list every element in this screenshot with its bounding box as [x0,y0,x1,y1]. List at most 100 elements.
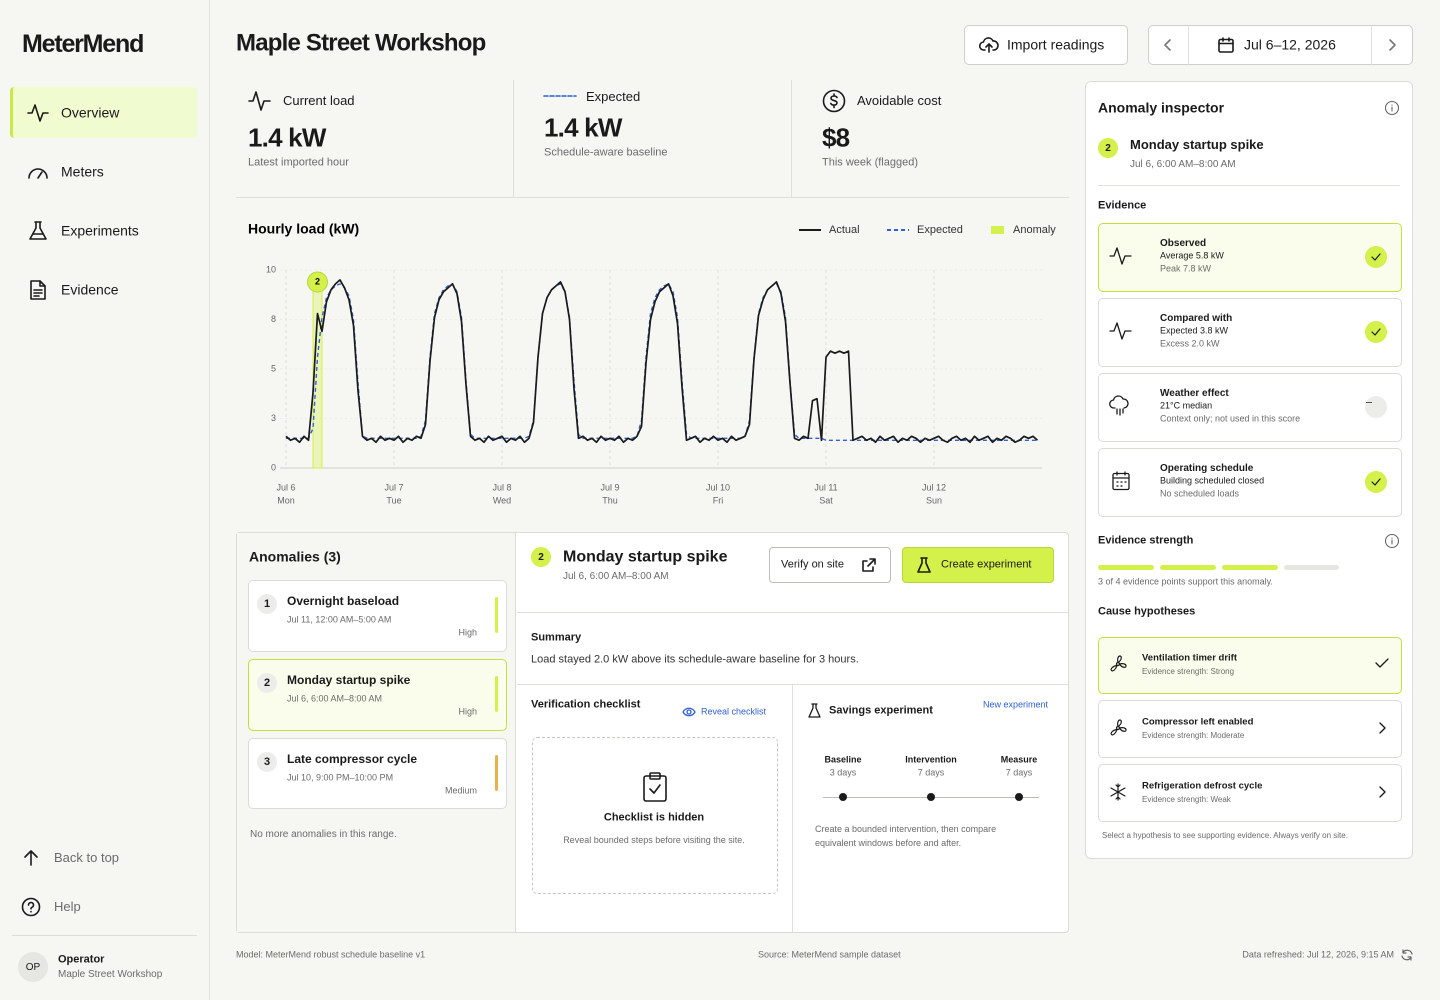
x-tick-sublabel: Thu [602,495,618,505]
phase-duration: 3 days [829,767,857,778]
create-label[interactable]: Create experiment [941,558,1032,571]
kpi-caption: This week (flagged) [822,156,918,169]
hypothesis-card[interactable] [1098,700,1402,758]
refresh-icon[interactable] [1401,949,1413,961]
evidence-name: Compared with [1160,313,1233,324]
strength-text: 3 of 4 evidence points support this anom… [1098,576,1273,587]
x-tick-label: Jul 11 [814,482,837,492]
external-icon [862,558,876,572]
inspector-name: Monday startup spike [1130,137,1264,153]
evidence-line: Expected 3.8 kW [1160,325,1229,336]
anomaly-time: Jul 11, 12:00 AM–5:00 AM [287,614,392,625]
chart-title: Hourly load (kW) [248,221,359,237]
avatar: OP [18,952,48,982]
hypothesis-card-selected[interactable] [1098,637,1402,694]
strength-segment [1160,565,1216,570]
checklist-title: Verification checklist [531,698,641,711]
detail-title: Monday startup spike [563,548,728,566]
anomaly-severity: High [458,706,477,717]
x-tick-sublabel: Mon [277,495,295,505]
new-experiment[interactable]: New experiment [982,699,1048,710]
hypotheses-hint: Select a hypothesis to see supporting ev… [1102,831,1348,841]
x-tick-sublabel: Wed [493,495,511,505]
reveal-checklist[interactable]: Reveal checklist [701,706,767,717]
phase-name: Intervention [905,754,957,765]
verify-label[interactable]: Verify on site [781,558,844,571]
kpi-value: 1.4 kW [544,112,622,143]
nav-label[interactable]: Overview [61,104,120,121]
dash-icon [1366,402,1372,403]
import-button[interactable] [964,25,1128,65]
nav-label[interactable]: Meters [61,163,104,180]
strength-title: Evidence strength [1098,534,1194,547]
flask-icon [917,557,931,573]
check-neutral [1365,396,1387,418]
nav-icon [30,280,46,300]
anomaly-name: Monday startup spike [287,672,411,687]
severity-bar [495,597,498,633]
timeline-dot [1015,793,1023,801]
evidence-line: 21°C median [1160,400,1213,411]
load-chart: Hourly load (kW) Actual Expected Anomaly 0 3 5… [248,221,1056,506]
evidence-card [1098,373,1402,442]
anomaly-card[interactable] [248,580,507,652]
kpi-icon [248,91,271,111]
anomaly-severity: Medium [444,785,477,796]
strength-segment [1222,565,1278,570]
x-tick-label: Jul 9 [600,482,619,492]
x-tick-label: Jul 8 [492,482,511,492]
anomaly-card[interactable] [248,738,507,809]
eye-icon [682,707,696,717]
help-link[interactable]: Help [54,899,81,915]
strength-segment [1284,565,1339,570]
import-label[interactable]: Import readings [1007,36,1105,53]
next-week[interactable] [1389,39,1397,51]
nav-icon [28,168,48,179]
back-to-top[interactable]: Back to top [54,850,120,866]
evidence-line: No scheduled loads [1160,488,1240,499]
anomaly-name: Overnight baseload [287,593,400,608]
prev-week[interactable] [1164,39,1172,51]
info-icon[interactable] [1384,533,1400,549]
kpi-label: Avoidable cost [857,93,942,109]
hypotheses-title: Cause hypotheses [1098,605,1196,618]
back-to-top-icon [24,850,38,866]
experiment-title: Savings experiment [829,704,933,717]
check-supported [1365,246,1387,268]
x-tick-sublabel: Fri [713,495,724,505]
nav-label[interactable]: Evidence [61,281,119,298]
info-icon[interactable] [1384,100,1400,116]
date-range[interactable]: Jul 6–12, 2026 [1244,36,1336,53]
actual-line [285,279,1039,444]
detail-time: Jul 6, 6:00 AM–8:00 AM [563,571,669,582]
nav-item-active[interactable] [10,87,197,138]
chevron-icon [1379,786,1386,798]
verify-button[interactable] [769,547,891,583]
evidence-line: Context only; not used in this score [1160,413,1301,424]
summary-text: Load stayed 2.0 kW above its schedule-aw… [531,653,859,666]
calendar-icon [1218,37,1234,53]
anomaly-time: Jul 10, 9:00 PM–10:00 PM [287,772,394,783]
check-supported [1365,471,1387,493]
evidence-line: Excess 2.0 kW [1160,338,1220,349]
legend-label: Anomaly [1013,224,1056,236]
anomaly-time: Jul 6, 6:00 AM–8:00 AM [287,693,383,704]
summary-title: Summary [531,631,582,644]
anomaly-rank: 1 [257,594,277,614]
clipboard-icon [643,772,667,802]
hypothesis-name: Ventilation timer drift [1142,652,1238,664]
legend-swatch [991,226,1004,234]
hypothesis-card[interactable] [1098,764,1402,822]
check-icon [1375,658,1389,668]
anomaly-rank: 2 [257,673,277,693]
anomaly-card-selected[interactable] [248,659,507,731]
x-tick-label: Jul 6 [276,482,295,492]
hypothesis-strength: Evidence strength: Strong [1142,667,1235,677]
nav-label[interactable]: Experiments [61,222,139,239]
evidence-icon [1109,247,1132,265]
phase-name: Measure [1000,754,1038,765]
footer-model: Model: MeterMend robust schedule baselin… [236,949,426,960]
inspector-rank: 2 [1098,138,1118,158]
kpi-caption: Schedule-aware baseline [544,146,668,159]
